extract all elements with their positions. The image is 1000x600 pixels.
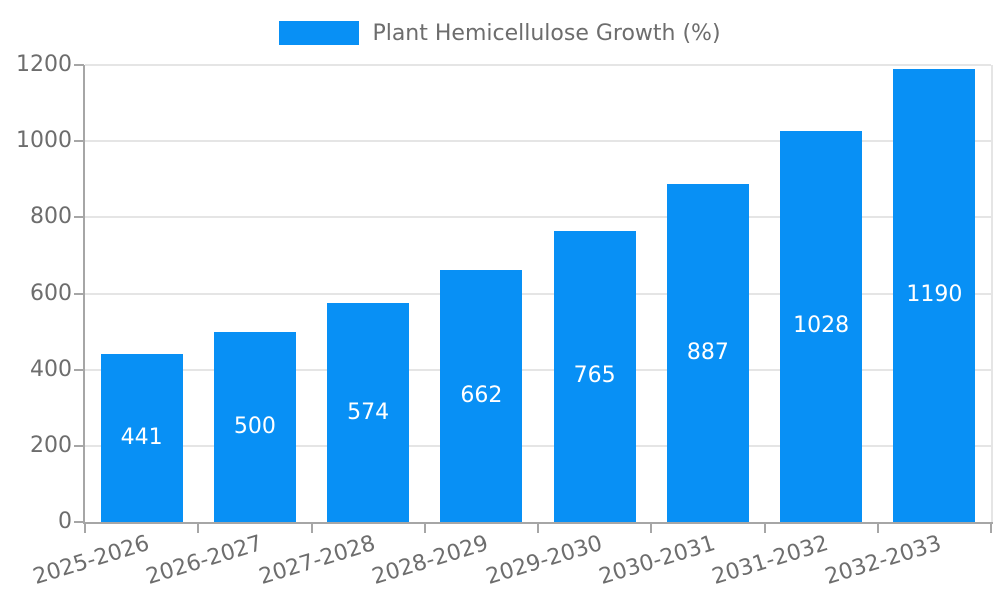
x-axis-tick	[197, 522, 200, 533]
x-axis-tick	[876, 522, 879, 533]
bar: 1190	[893, 68, 976, 522]
y-axis-tick	[74, 521, 84, 523]
bar-value-label: 662	[460, 382, 503, 408]
bar-value-label: 1028	[793, 313, 850, 339]
y-axis-tick	[74, 216, 84, 219]
bar-value-label: 887	[686, 340, 729, 366]
y-axis-line	[83, 65, 85, 524]
y-tick-label: 1200	[16, 52, 72, 77]
y-axis-tick	[74, 64, 84, 66]
bar: 500	[213, 331, 296, 522]
x-axis-tick	[650, 522, 653, 533]
y-tick-label: 1000	[16, 128, 72, 154]
x-axis-line	[83, 522, 993, 524]
gridline	[85, 216, 991, 219]
gridline	[85, 444, 991, 447]
bar: 887	[666, 184, 749, 522]
x-axis-tick	[763, 522, 766, 533]
bar-value-label: 1190	[906, 282, 963, 308]
y-tick-label: 200	[30, 432, 72, 458]
legend: Plant Hemicellulose Growth (%)	[0, 17, 1000, 49]
y-axis-tick	[74, 444, 84, 447]
x-axis-tick	[310, 522, 313, 533]
gridline	[85, 64, 991, 66]
bar-value-label: 500	[233, 413, 276, 439]
bar: 574	[327, 303, 410, 522]
y-tick-label: 0	[58, 509, 72, 534]
x-axis-tick	[423, 522, 426, 533]
legend-swatch	[279, 21, 360, 45]
bar: 662	[440, 269, 523, 522]
y-tick-label: 800	[30, 204, 72, 230]
plot-right-border	[991, 65, 993, 522]
bar: 765	[553, 230, 636, 522]
gridline	[85, 368, 991, 371]
plot-area: 441 500 574 662 765 887 1028 1190	[85, 64, 991, 522]
x-axis-tick	[537, 522, 539, 533]
gridline	[85, 292, 991, 295]
y-axis-tick	[74, 140, 84, 143]
legend-label: Plant Hemicellulose Growth (%)	[372, 20, 721, 46]
bar: 1028	[780, 130, 863, 522]
bar-value-label: 765	[573, 363, 616, 389]
y-tick-label: 400	[30, 356, 72, 382]
x-axis-tick	[84, 522, 86, 533]
x-axis-tick	[990, 522, 992, 533]
bar-value-label: 574	[347, 399, 390, 425]
y-axis-tick	[74, 292, 84, 295]
gridline	[85, 140, 991, 143]
bar: 441	[100, 354, 183, 522]
y-tick-label: 600	[30, 280, 72, 306]
y-axis-tick	[74, 368, 84, 371]
bar-value-label: 441	[120, 425, 163, 451]
